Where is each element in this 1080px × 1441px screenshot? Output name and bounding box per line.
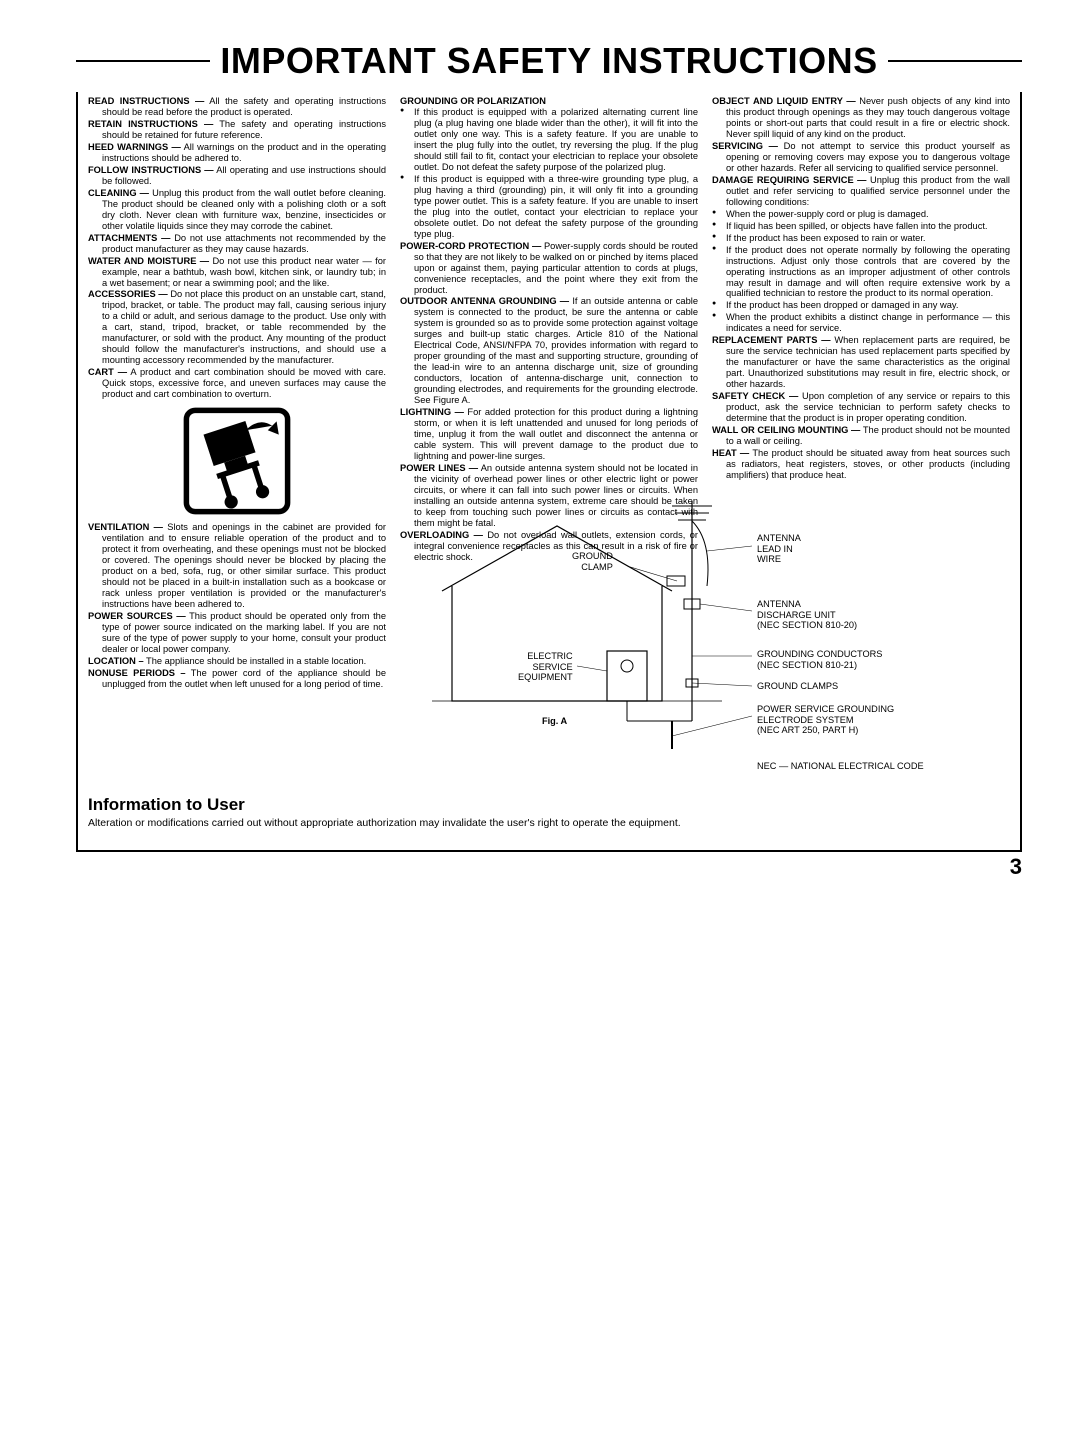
item-nonuse: NONUSE PERIODS – The power cord of the a… [88,668,386,690]
label-electric-service: ELECTRICSERVICEEQUIPMENT [518,651,573,683]
item-replacement: REPLACEMENT PARTS — When replacement par… [712,335,1010,390]
item-accessories: ACCESSORIES — Do not place this product … [88,289,386,366]
grounding-bullet-2: If this product is equipped with a three… [400,174,698,240]
rule-left [76,60,210,62]
label-grounding-conductors: GROUNDING CONDUCTORS(NEC SECTION 810-21) [757,649,882,670]
damage-bullet-6: When the product exhibits a distinct cha… [712,312,1010,334]
antenna-grounding-diagram: ANTENNALEAD INWIRE GROUNDCLAMP ANTENNADI… [412,491,1022,781]
item-attachments: ATTACHMENTS — Do not use attachments not… [88,233,386,255]
page-number: 3 [1010,854,1022,880]
grounding-heading: GROUNDING OR POLARIZATION [400,96,698,106]
item-outdoor: OUTDOOR ANTENNA GROUNDING — If an outsid… [400,296,698,406]
content-frame: READ INSTRUCTIONS — All the safety and o… [76,92,1022,852]
item-location: LOCATION – The appliance should be insta… [88,656,386,667]
label-power-service: POWER SERVICE GROUNDINGELECTRODE SYSTEM(… [757,704,894,736]
item-powercord: POWER-CORD PROTECTION — Power-supply cor… [400,241,698,296]
cart-tip-icon [182,406,292,516]
grounding-bullet-1: If this product is equipped with a polar… [400,107,698,173]
item-servicing: SERVICING — Do not attempt to service th… [712,141,1010,174]
item-wall: WALL OR CEILING MOUNTING — The product s… [712,425,1010,447]
label-nec-note: NEC — NATIONAL ELECTRICAL CODE [757,761,924,772]
label-ground-clamp-top: GROUNDCLAMP [572,551,613,572]
item-cleaning: CLEANING — Unplug this product from the … [88,188,386,232]
rule-right [888,60,1022,62]
damage-bullet-5: If the product has been dropped or damag… [712,300,1010,311]
item-water: WATER AND MOISTURE — Do not use this pro… [88,256,386,289]
damage-bullet-2: If liquid has been spilled, or objects h… [712,221,1010,232]
page-title: IMPORTANT SAFETY INSTRUCTIONS [210,40,887,82]
info-heading: Information to User [88,795,1010,815]
item-safety-check: SAFETY CHECK — Upon completion of any se… [712,391,1010,424]
item-lightning: LIGHTNING — For added protection for thi… [400,407,698,462]
damage-bullet-4: If the product does not operate normally… [712,245,1010,300]
item-ventilation: VENTILATION — Slots and openings in the … [88,522,386,610]
item-cart: CART — A product and cart combination sh… [88,367,386,400]
label-antenna-discharge: ANTENNADISCHARGE UNIT(NEC SECTION 810-20… [757,599,857,631]
label-antenna-lead: ANTENNALEAD INWIRE [757,533,801,565]
item-follow: FOLLOW INSTRUCTIONS — All operating and … [88,165,386,187]
manual-page: IMPORTANT SAFETY INSTRUCTIONS READ INSTR… [0,0,1080,892]
item-object: OBJECT AND LIQUID ENTRY — Never push obj… [712,96,1010,140]
diagram-svg [412,491,1022,781]
damage-bullet-3: If the product has been exposed to rain … [712,233,1010,244]
figure-caption: Fig. A [542,716,567,726]
column-3: OBJECT AND LIQUID ENTRY — Never push obj… [712,96,1010,781]
title-bar: IMPORTANT SAFETY INSTRUCTIONS [70,40,1022,82]
label-ground-clamps: GROUND CLAMPS [757,681,838,692]
item-power-sources: POWER SOURCES — This product should be o… [88,611,386,655]
column-1: READ INSTRUCTIONS — All the safety and o… [88,96,386,781]
item-damage: DAMAGE REQUIRING SERVICE — Unplug this p… [712,175,1010,208]
item-heed: HEED WARNINGS — All warnings on the prod… [88,142,386,164]
item-heat: HEAT — The product should be situated aw… [712,448,1010,481]
item-read: READ INSTRUCTIONS — All the safety and o… [88,96,386,118]
damage-bullet-1: When the power-supply cord or plug is da… [712,209,1010,220]
item-retain: RETAIN INSTRUCTIONS — The safety and ope… [88,119,386,141]
info-body: Alteration or modifications carried out … [88,817,1010,830]
